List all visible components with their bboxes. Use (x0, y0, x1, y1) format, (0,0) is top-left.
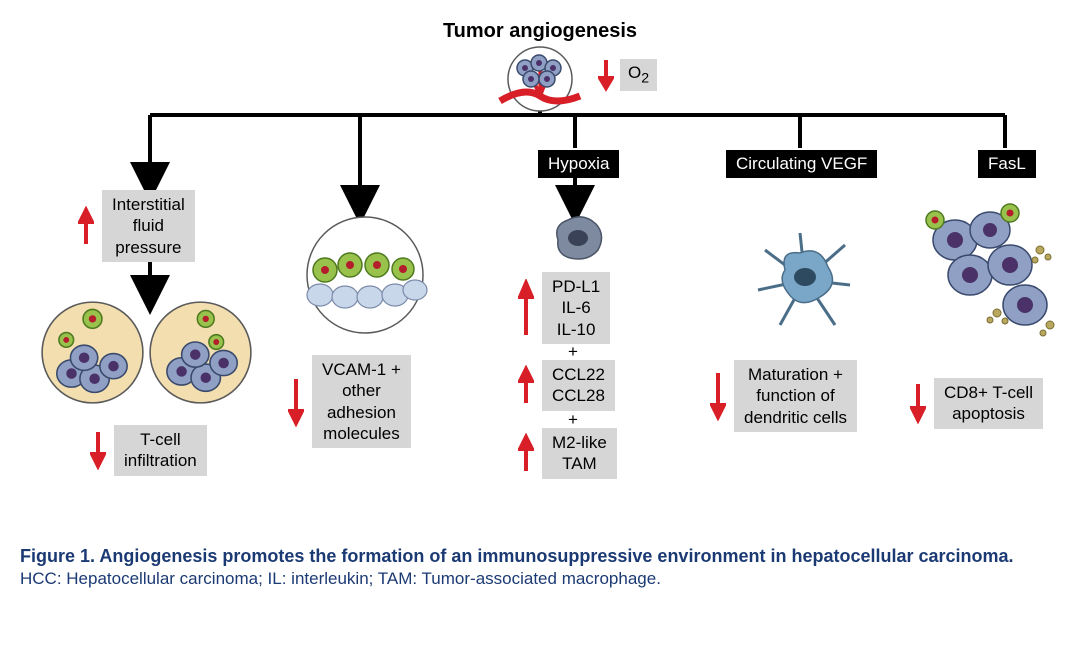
ccl-row: CCL22 CCL28 (518, 360, 615, 411)
up-arrow-icon (78, 206, 94, 246)
o2-indicator: O2 (598, 58, 657, 92)
up-arrow-icon (518, 365, 534, 405)
dc-label: Maturation + function of dendritic cells (734, 360, 857, 432)
tumor-section-icon-1 (40, 300, 145, 405)
pdl1-row: PD-L1 IL-6 IL-10 (518, 272, 610, 344)
down-arrow-icon (598, 58, 614, 92)
m2tam-label: M2-like TAM (542, 428, 617, 479)
vcam-label: VCAM-1 + other adhesion molecules (312, 355, 411, 448)
diagram-title: Tumor angiogenesis (20, 20, 1060, 43)
endothelium-icon (285, 215, 445, 335)
caption-title: Figure 1. Angiogenesis promotes the form… (20, 544, 1060, 568)
macrophage-icon (548, 210, 608, 265)
ifp-row: Interstitial fluid pressure (78, 190, 195, 262)
tcell-row: T-cell infiltration (90, 425, 207, 476)
plus-2: + (568, 410, 578, 430)
ifp-label: Interstitial fluid pressure (102, 190, 195, 262)
fasl-label: FasL (978, 150, 1036, 178)
up-arrow-icon (518, 433, 534, 473)
caption-abbrev: HCC: Hepatocellular carcinoma; IL: inter… (20, 568, 1060, 591)
pdl1-label: PD-L1 IL-6 IL-10 (542, 272, 610, 344)
up-arrow-icon (518, 279, 534, 337)
o2-label: O2 (620, 59, 657, 91)
plus-1: + (568, 342, 578, 362)
down-arrow-icon (710, 371, 726, 421)
cd8-row: CD8+ T-cell apoptosis (910, 378, 1043, 429)
dendritic-cell-icon (750, 225, 860, 335)
dc-row: Maturation + function of dendritic cells (710, 360, 857, 432)
m2tam-row: M2-like TAM (518, 428, 617, 479)
vcam-row: VCAM-1 + other adhesion molecules (288, 355, 411, 448)
angiogenesis-diagram: Tumor angiogenesis (20, 20, 1060, 530)
figure-caption: Figure 1. Angiogenesis promotes the form… (20, 544, 1060, 591)
tcell-label: T-cell infiltration (114, 425, 207, 476)
hypoxia-label: Hypoxia (538, 150, 619, 178)
down-arrow-icon (910, 382, 926, 424)
tumor-vasculature-icon (495, 46, 585, 116)
cd8-apoptosis-icon (915, 195, 1065, 355)
tumor-section-icon-2 (148, 300, 253, 405)
down-arrow-icon (288, 377, 304, 427)
down-arrow-icon (90, 430, 106, 470)
vegf-label: Circulating VEGF (726, 150, 877, 178)
ccl-label: CCL22 CCL28 (542, 360, 615, 411)
cd8-label: CD8+ T-cell apoptosis (934, 378, 1043, 429)
